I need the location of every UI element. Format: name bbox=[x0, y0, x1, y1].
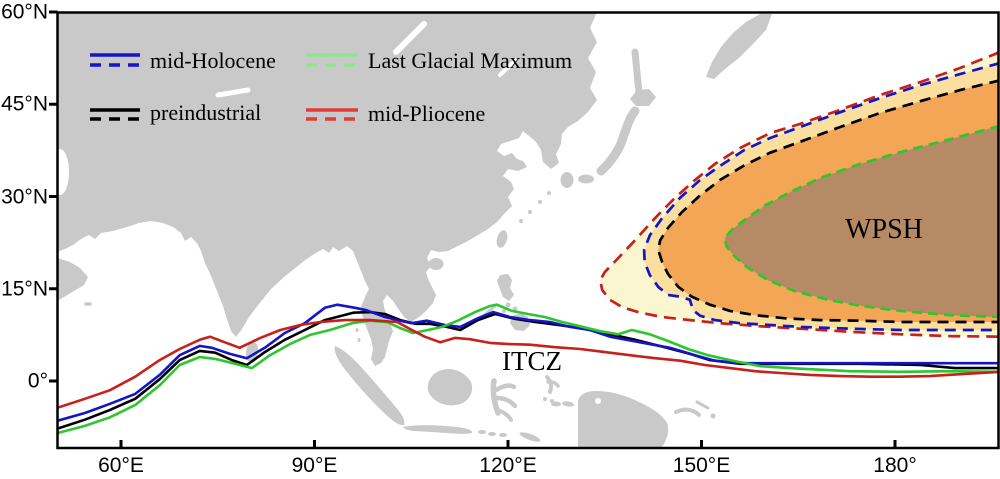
plot-area bbox=[57, 12, 999, 448]
legend-label-last-glacial-maximum: Last Glacial Maximum bbox=[368, 48, 573, 73]
y-tick-label: 45°N bbox=[1, 92, 48, 116]
island bbox=[357, 338, 361, 342]
landmass bbox=[706, 14, 772, 79]
island bbox=[562, 401, 574, 407]
y-tick-label: 0° bbox=[27, 369, 48, 393]
island bbox=[547, 191, 551, 195]
island bbox=[496, 230, 508, 248]
landmass bbox=[630, 89, 656, 106]
x-tick-label: 120°E bbox=[479, 454, 537, 477]
y-tick-label: 15°N bbox=[1, 277, 48, 301]
legend-label-mid-holocene: mid-Holocene bbox=[150, 48, 276, 73]
itcz-line-last-glacial-maximum bbox=[57, 303, 999, 435]
island bbox=[428, 258, 444, 270]
island bbox=[528, 210, 532, 214]
island bbox=[578, 174, 594, 184]
legend-markers bbox=[90, 53, 358, 121]
island bbox=[519, 432, 541, 442]
island bbox=[355, 328, 359, 332]
island bbox=[488, 432, 496, 436]
island bbox=[493, 383, 517, 393]
lake bbox=[498, 58, 518, 77]
wpsh-layer bbox=[598, 51, 999, 339]
island bbox=[505, 302, 511, 308]
island bbox=[84, 302, 92, 306]
island bbox=[631, 48, 643, 97]
island bbox=[596, 106, 640, 176]
legend-marker-preindustrial bbox=[90, 108, 140, 121]
y-tick-label: 30°N bbox=[1, 185, 48, 208]
plot-frame bbox=[56, 11, 1000, 450]
legend-label-preindustrial: preindustrial bbox=[150, 100, 262, 125]
bay bbox=[595, 398, 601, 404]
island bbox=[695, 400, 710, 410]
island bbox=[519, 219, 523, 223]
island bbox=[496, 408, 513, 422]
y-tick-label: 60°N bbox=[1, 0, 48, 24]
wpsh-label: WPSH bbox=[845, 214, 923, 245]
itcz-label: ITCZ bbox=[502, 346, 562, 376]
island bbox=[499, 433, 507, 437]
itcz-layer bbox=[57, 303, 999, 435]
wpsh-contour-last-glacial-maximum bbox=[723, 124, 999, 319]
landmass bbox=[334, 346, 405, 426]
legend-marker-mid-pliocene bbox=[306, 108, 358, 121]
island bbox=[502, 309, 506, 313]
lake bbox=[393, 21, 427, 55]
island bbox=[550, 399, 554, 403]
wpsh-contour-mid-pliocene bbox=[598, 51, 999, 339]
island bbox=[543, 397, 547, 401]
island bbox=[674, 407, 701, 417]
lake bbox=[215, 87, 251, 98]
lake bbox=[57, 149, 69, 195]
x-tick-label: 90°E bbox=[291, 454, 338, 477]
landmass bbox=[497, 274, 514, 301]
island bbox=[710, 413, 716, 419]
island bbox=[494, 395, 518, 409]
land-layer bbox=[57, 12, 772, 448]
landmass bbox=[57, 258, 88, 301]
wpsh-contour-preindustrial bbox=[656, 79, 999, 324]
x-tick-label: 60°E bbox=[98, 454, 144, 477]
landmass bbox=[427, 369, 473, 406]
landmass bbox=[578, 391, 669, 448]
legend-label-mid-pliocene: mid-Pliocene bbox=[368, 101, 486, 126]
legend-marker-last-glacial-maximum bbox=[306, 53, 358, 67]
island bbox=[538, 200, 542, 204]
island bbox=[478, 430, 486, 434]
wpsh-contour-mid-holocene bbox=[642, 62, 999, 332]
axis-ticks bbox=[49, 10, 897, 448]
island bbox=[560, 172, 574, 188]
itcz-line-mid-holocene bbox=[57, 303, 999, 423]
x-tick-label: 150°E bbox=[672, 454, 731, 477]
legend-marker-mid-holocene bbox=[90, 53, 140, 67]
landmass bbox=[403, 425, 473, 434]
itcz-line-mid-pliocene bbox=[57, 318, 999, 410]
landmass bbox=[57, 12, 597, 366]
island bbox=[546, 380, 560, 388]
wpsh-region-last-glacial-maximum bbox=[724, 126, 999, 317]
island bbox=[545, 375, 553, 394]
x-tick-label: 180° bbox=[873, 454, 917, 477]
island bbox=[551, 401, 561, 407]
